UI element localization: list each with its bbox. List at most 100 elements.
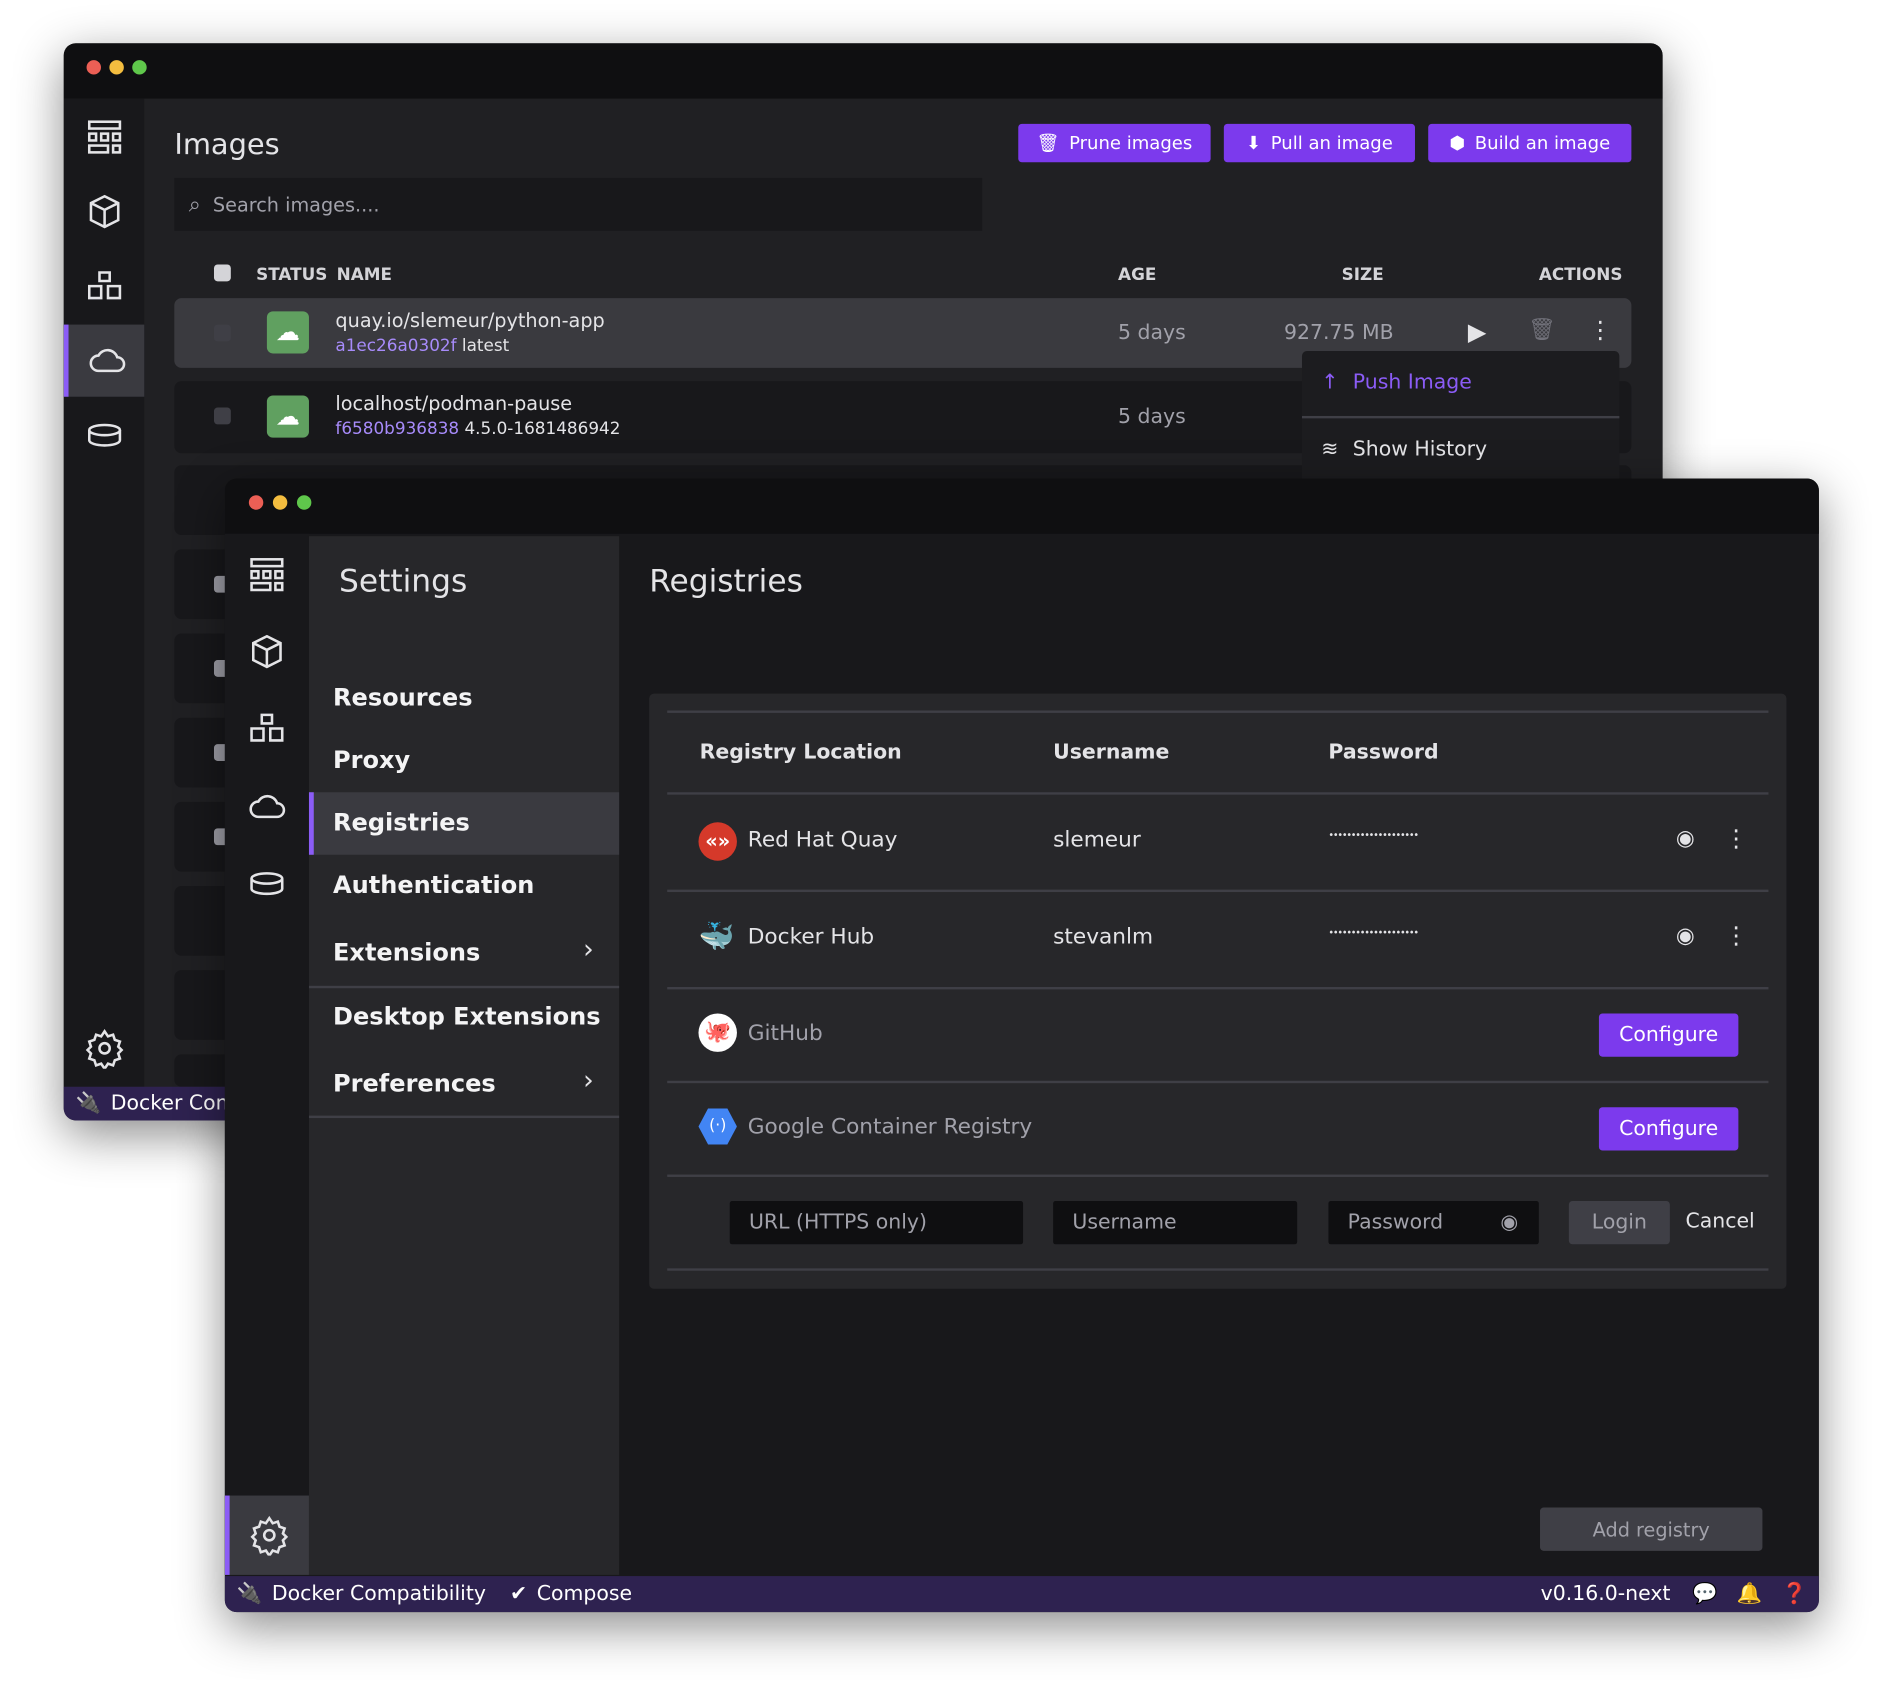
red-hat-quay-logo-icon: «»: [698, 822, 737, 861]
pull-image-button[interactable]: ⬇ Pull an image: [1223, 123, 1415, 163]
chevron-right-icon[interactable]: ›: [583, 1066, 594, 1097]
eye-icon[interactable]: ◉: [1675, 923, 1695, 949]
settings-item-preferences[interactable]: Preferences: [333, 1068, 496, 1098]
context-menu: ↑ Push Image ≋ Show History: [1301, 351, 1620, 496]
dashboard-icon[interactable]: [64, 101, 145, 173]
settings-item-registries-active[interactable]: [308, 792, 620, 855]
divider: [308, 1115, 620, 1119]
pull-label: Pull an image: [1270, 132, 1393, 154]
bell-icon[interactable]: 🔔: [1736, 1582, 1763, 1607]
title-bar: [224, 478, 1819, 534]
prune-label: Prune images: [1069, 132, 1193, 154]
images-cloud-icon[interactable]: [63, 324, 145, 397]
image-name: localhost/podman-pause: [335, 391, 573, 415]
divider: [308, 985, 620, 989]
login-button[interactable]: Login: [1568, 1200, 1670, 1245]
add-registry-button[interactable]: Add registry: [1540, 1507, 1763, 1551]
settings-item-authentication[interactable]: Authentication: [333, 870, 535, 900]
images-cloud-icon[interactable]: [225, 771, 309, 843]
arrow-up-icon: ↑: [1321, 370, 1339, 395]
delete-trash-icon[interactable]: 🗑: [1527, 317, 1556, 343]
close-window-button[interactable]: [248, 495, 264, 510]
plug-icon: 🔌: [75, 1091, 102, 1116]
settings-item-extensions[interactable]: Extensions: [333, 937, 481, 967]
image-age: 5 days: [1118, 405, 1186, 430]
kebab-menu-icon[interactable]: ⋮: [1588, 314, 1613, 344]
username-input[interactable]: Username: [1053, 1200, 1298, 1245]
layers-icon: ≋: [1321, 437, 1339, 462]
container-icon[interactable]: [225, 616, 309, 688]
pods-icon[interactable]: [225, 692, 309, 764]
pods-icon[interactable]: [64, 250, 145, 322]
status-bar: 🔌 Docker Compatibility ✔ Compose v0.16.0…: [224, 1576, 1819, 1613]
registries-table: Registry Location Username Password «» R…: [649, 693, 1787, 1289]
menu-item-push-image[interactable]: ↑ Push Image: [1321, 370, 1472, 394]
row-checkbox[interactable]: [213, 407, 231, 425]
image-id[interactable]: a1ec26a0302f: [335, 336, 457, 356]
page-title: Images: [174, 127, 280, 162]
docker-compat-status[interactable]: Docker Compatibility: [271, 1582, 486, 1607]
help-icon[interactable]: ❓: [1781, 1582, 1807, 1607]
registry-name: Red Hat Quay: [747, 827, 898, 853]
google-container-registry-logo-icon: (·): [698, 1108, 737, 1145]
container-icon[interactable]: [64, 176, 145, 248]
build-image-button[interactable]: ⬢ Build an image: [1428, 123, 1632, 163]
image-id[interactable]: f6580b936838: [335, 419, 460, 439]
registry-username: stevanlm: [1053, 924, 1154, 950]
settings-item-resources[interactable]: Resources: [333, 682, 473, 712]
image-name: quay.io/slemeur/python-app: [335, 308, 605, 332]
settings-gear-icon[interactable]: [64, 1012, 145, 1084]
header-password: Password: [1328, 740, 1439, 765]
configure-gcr-button[interactable]: Configure: [1598, 1107, 1739, 1151]
image-age: 5 days: [1118, 320, 1186, 346]
trash-icon: 🗑: [1036, 132, 1060, 154]
search-placeholder: Search images....: [212, 192, 380, 216]
image-tag: latest: [461, 336, 510, 356]
kebab-menu-icon[interactable]: ⋮: [1723, 823, 1748, 853]
chat-icon[interactable]: 💬: [1692, 1582, 1718, 1607]
maximize-window-button[interactable]: [132, 60, 147, 75]
col-status: STATUS: [256, 265, 328, 285]
compose-status[interactable]: Compose: [536, 1582, 633, 1607]
cancel-button[interactable]: Cancel: [1685, 1209, 1755, 1234]
select-all-checkbox[interactable]: [213, 264, 231, 282]
registry-name: GitHub: [747, 1020, 823, 1046]
version-label: v0.16.0-next: [1540, 1582, 1671, 1607]
col-size: SIZE: [1341, 265, 1384, 285]
image-size: 927.75 MB: [1283, 320, 1394, 346]
row-checkbox[interactable]: [213, 324, 231, 342]
docker-hub-logo-icon: 🐳: [698, 919, 735, 954]
settings-item-desktop-extensions[interactable]: Desktop Extensions: [333, 1001, 601, 1031]
registry-name: Docker Hub: [747, 924, 875, 950]
chevron-right-icon[interactable]: ›: [583, 935, 594, 966]
settings-item-registries[interactable]: Registries: [333, 807, 470, 837]
col-name: NAME: [336, 265, 392, 285]
menu-item-show-history[interactable]: ≋ Show History: [1321, 438, 1487, 462]
settings-item-proxy[interactable]: Proxy: [333, 745, 411, 775]
search-images-input[interactable]: ⌕ Search images....: [174, 177, 983, 231]
col-age: AGE: [1118, 265, 1157, 285]
registry-password: ••••••••••••••••••••: [1328, 829, 1419, 841]
password-input[interactable]: Password: [1328, 1200, 1539, 1245]
url-input[interactable]: URL (HTTPS only): [729, 1200, 1024, 1245]
maximize-window-button[interactable]: [296, 495, 312, 510]
col-actions: ACTIONS: [1538, 265, 1623, 285]
registry-username: slemeur: [1053, 827, 1141, 853]
volumes-icon[interactable]: [225, 848, 309, 920]
eye-icon[interactable]: ◉: [1675, 825, 1695, 852]
prune-images-button[interactable]: 🗑 Prune images: [1018, 123, 1211, 163]
kebab-menu-icon[interactable]: ⋮: [1723, 920, 1748, 950]
minimize-window-button[interactable]: [109, 60, 124, 75]
play-icon[interactable]: ▶: [1467, 317, 1487, 347]
search-icon: ⌕: [188, 191, 201, 217]
close-window-button[interactable]: [86, 60, 101, 75]
settings-gear-icon[interactable]: [224, 1495, 309, 1575]
registries-page-title: Registries: [649, 563, 803, 600]
dashboard-icon[interactable]: [225, 539, 309, 611]
minimize-window-button[interactable]: [272, 495, 288, 510]
eye-icon[interactable]: ◉: [1500, 1210, 1519, 1235]
settings-window: Settings Resources Proxy Registries Auth…: [224, 478, 1819, 1613]
volumes-icon[interactable]: [64, 399, 145, 471]
show-history-label: Show History: [1352, 437, 1488, 462]
configure-github-button[interactable]: Configure: [1598, 1013, 1739, 1057]
